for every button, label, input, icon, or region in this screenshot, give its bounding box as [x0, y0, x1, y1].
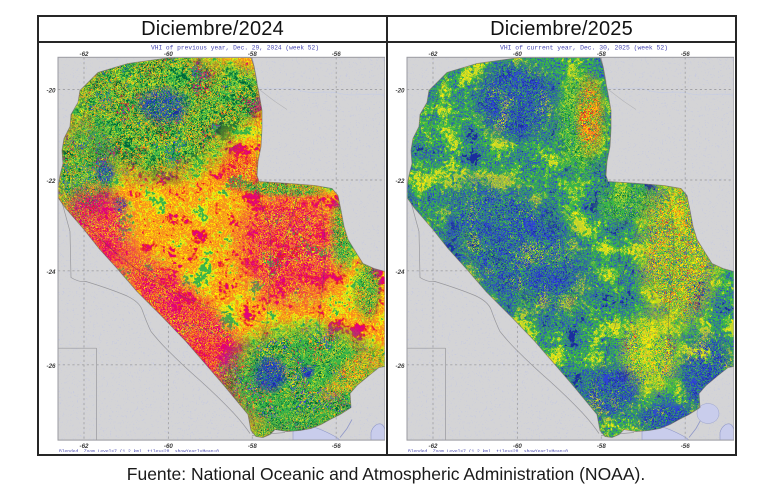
svg-text:-62: -62 — [429, 443, 439, 450]
svg-text:Blended, Zoom Level<7 (1,2 km): Blended, Zoom Level<7 (1,2 km), tiles<20… — [59, 448, 219, 451]
svg-text:-58: -58 — [597, 443, 607, 450]
svg-text:Blended, Zoom Level<7 (1,2 km): Blended, Zoom Level<7 (1,2 km), tiles<20… — [408, 448, 568, 451]
svg-text:-20: -20 — [47, 87, 57, 94]
svg-text:-24: -24 — [396, 268, 406, 275]
svg-text:-58: -58 — [597, 51, 607, 58]
svg-text:-26: -26 — [47, 362, 57, 369]
svg-text:-60: -60 — [513, 51, 523, 58]
svg-text:-56: -56 — [332, 443, 342, 450]
svg-text:-26: -26 — [396, 362, 406, 369]
svg-text:VHI of previous year, Dec. 29,: VHI of previous year, Dec. 29, 2024 (wee… — [151, 44, 319, 51]
svg-text:-56: -56 — [332, 51, 342, 58]
svg-text:-56: -56 — [681, 51, 691, 58]
svg-text:-22: -22 — [47, 178, 57, 185]
svg-text:-56: -56 — [681, 443, 691, 450]
svg-text:-58: -58 — [248, 51, 258, 58]
svg-text:-60: -60 — [164, 51, 174, 58]
svg-text:-20: -20 — [396, 87, 406, 94]
svg-text:VHI of current year, Dec. 30,: VHI of current year, Dec. 30, 2025 (week… — [500, 44, 668, 51]
svg-text:-22: -22 — [396, 178, 406, 185]
svg-text:-62: -62 — [429, 51, 439, 58]
svg-text:-62: -62 — [80, 51, 90, 58]
svg-text:-58: -58 — [248, 443, 258, 450]
svg-text:-60: -60 — [164, 443, 174, 450]
svg-text:-62: -62 — [80, 443, 90, 450]
svg-text:-24: -24 — [47, 268, 57, 275]
svg-text:-60: -60 — [513, 443, 523, 450]
